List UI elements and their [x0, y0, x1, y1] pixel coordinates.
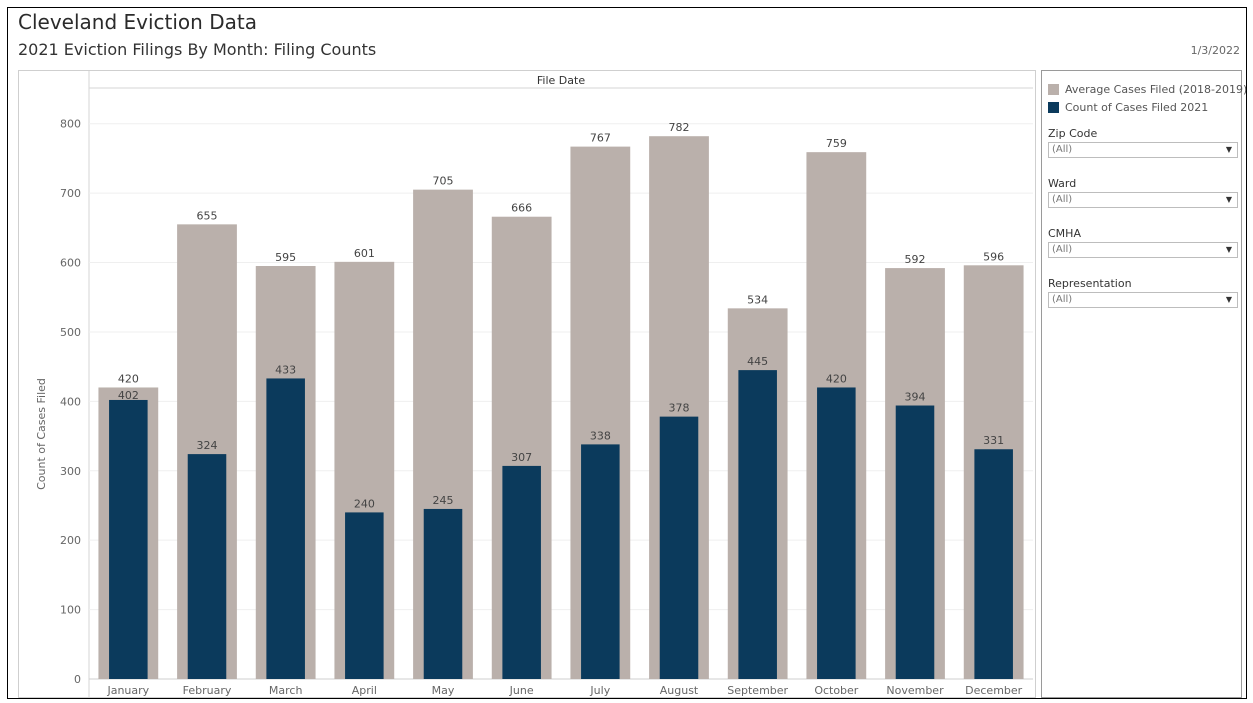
filter-label-ward: Ward: [1048, 177, 1077, 190]
x-tick-label: February: [183, 684, 232, 697]
data-label-average: 592: [905, 253, 926, 266]
filter-label-representation: Representation: [1048, 277, 1132, 290]
legend-filter-panel: Average Cases Filed (2018-2019) Count of…: [1041, 70, 1246, 698]
bar-2021: [581, 444, 620, 679]
filter-label-cmha: CMHA: [1048, 227, 1081, 240]
legend-label-average: Average Cases Filed (2018-2019): [1065, 83, 1247, 96]
dashboard-frame: Cleveland Eviction Data 2021 Eviction Fi…: [7, 7, 1247, 699]
bar-2021: [109, 399, 148, 679]
cmha-select[interactable]: (All) ▼: [1048, 242, 1238, 258]
bar-2021: [817, 387, 856, 679]
bar-2021: [423, 508, 463, 679]
cmha-select-value: (All): [1052, 244, 1073, 255]
legend-item-average[interactable]: Average Cases Filed (2018-2019): [1048, 83, 1247, 96]
chart-panel: File Date 0 100 200 300 400 500 600 700 800 Count …: [18, 70, 1036, 698]
data-label-average: 782: [669, 121, 690, 134]
bar-2021: [738, 370, 777, 679]
bar-chart: File Date 0 100 200 300 400 500 600 700 800 Count …: [35, 71, 1033, 697]
legend-swatch-average: [1048, 84, 1059, 95]
bar-2021: [895, 405, 935, 679]
y-tick-label: 600: [60, 257, 81, 270]
data-label-average: 595: [275, 251, 296, 264]
y-tick-label: 500: [60, 326, 81, 339]
data-label-2021: 433: [275, 363, 296, 376]
data-label-2021: 378: [669, 402, 690, 415]
y-tick-label: 300: [60, 465, 81, 478]
data-label-2021: 394: [905, 391, 926, 404]
report-date: 1/3/2022: [1190, 44, 1240, 57]
data-label-average: 767: [590, 132, 611, 145]
y-tick-label: 0: [74, 673, 81, 686]
page-subtitle: 2021 Eviction Filings By Month: Filing C…: [18, 40, 377, 59]
data-label-average: 655: [197, 209, 218, 222]
filter-label-zip-code: Zip Code: [1048, 127, 1098, 140]
bar-2021: [974, 449, 1013, 679]
y-tick-label: 800: [60, 118, 81, 131]
x-tick-label: March: [269, 684, 303, 697]
x-tick-label: November: [886, 684, 944, 697]
data-label-average: 705: [433, 175, 454, 188]
representation-select[interactable]: (All) ▼: [1048, 292, 1238, 308]
zip-code-select[interactable]: (All) ▼: [1048, 142, 1238, 158]
data-label-average: 601: [354, 247, 375, 260]
x-tick-label: May: [432, 684, 455, 697]
x-tick-label: September: [727, 684, 788, 697]
filter-representation: Representation (All) ▼: [1048, 277, 1238, 308]
data-label-2021: 331: [983, 434, 1004, 447]
x-tick-label: December: [965, 684, 1023, 697]
legend-swatch-2021: [1048, 102, 1059, 113]
data-label-2021: 420: [826, 372, 847, 385]
x-tick-label: October: [814, 684, 858, 697]
y-tick-label: 100: [60, 604, 81, 617]
page-title: Cleveland Eviction Data: [18, 10, 257, 34]
chevron-down-icon: ▼: [1225, 245, 1232, 254]
legend-label-2021: Count of Cases Filed 2021: [1065, 101, 1209, 114]
bar-2021: [266, 378, 305, 679]
filter-ward: Ward (All) ▼: [1048, 177, 1238, 208]
chevron-down-icon: ▼: [1225, 295, 1232, 304]
ward-select-value: (All): [1052, 194, 1073, 205]
bar-2021: [187, 454, 227, 679]
column-header: File Date: [537, 74, 585, 87]
x-tick-label: August: [660, 684, 699, 697]
filter-zip-code: Zip Code (All) ▼: [1048, 127, 1238, 158]
data-label-average: 534: [747, 293, 768, 306]
data-label-2021: 307: [511, 451, 532, 464]
x-tick-label: July: [589, 684, 610, 697]
y-axis-label: Count of Cases Filed: [35, 378, 48, 490]
ward-select[interactable]: (All) ▼: [1048, 192, 1238, 208]
data-label-average: 596: [983, 250, 1004, 263]
zip-code-select-value: (All): [1052, 144, 1073, 155]
x-tick-label: January: [106, 684, 149, 697]
y-tick-label: 400: [60, 395, 81, 408]
data-label-average: 420: [118, 372, 139, 385]
x-tick-label: April: [352, 684, 377, 697]
data-label-2021: 245: [433, 494, 454, 507]
bar-2021: [502, 465, 541, 679]
data-label-2021: 402: [118, 389, 139, 402]
representation-select-value: (All): [1052, 294, 1073, 305]
data-label-2021: 338: [590, 429, 611, 442]
filter-cmha: CMHA (All) ▼: [1048, 227, 1238, 258]
data-label-average: 759: [826, 137, 847, 150]
data-label-2021: 445: [747, 355, 768, 368]
chevron-down-icon: ▼: [1225, 145, 1232, 154]
y-tick-label: 700: [60, 187, 81, 200]
data-label-average: 666: [511, 202, 532, 215]
y-tick-label: 200: [60, 534, 81, 547]
bar-2021: [345, 512, 384, 679]
legend-item-2021[interactable]: Count of Cases Filed 2021: [1048, 101, 1208, 114]
bar-2021: [659, 416, 699, 679]
chevron-down-icon: ▼: [1225, 195, 1232, 204]
data-label-2021: 324: [197, 439, 218, 452]
x-tick-label: June: [509, 684, 534, 697]
data-label-2021: 240: [354, 497, 375, 510]
